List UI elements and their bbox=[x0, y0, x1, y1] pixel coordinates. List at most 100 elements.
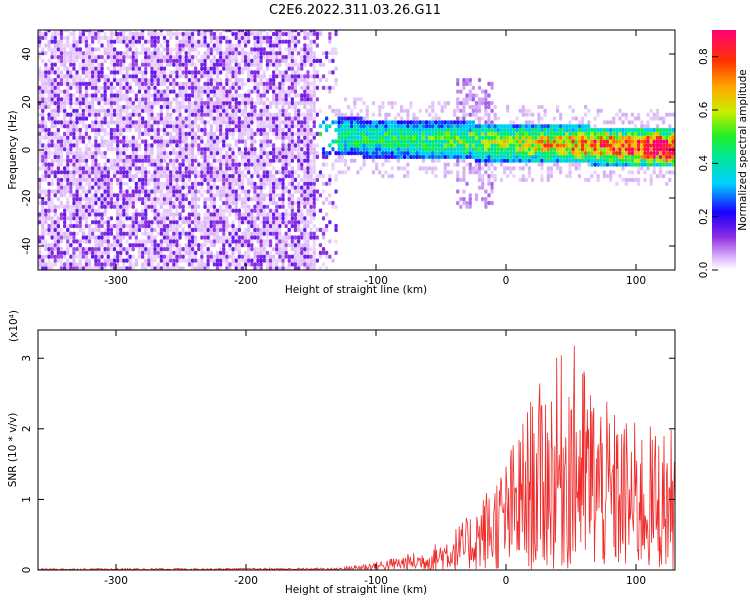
spectrogram-cell bbox=[219, 250, 223, 255]
spectrogram-cell bbox=[287, 66, 291, 71]
spectrogram-cell bbox=[303, 200, 307, 206]
spectrogram-cell bbox=[256, 158, 260, 163]
spectrogram-cell bbox=[50, 166, 54, 171]
spectrogram-cell bbox=[119, 120, 123, 125]
spectrogram-cell bbox=[200, 70, 204, 75]
spectrogram-cell bbox=[284, 158, 288, 163]
spectrogram-cell bbox=[181, 216, 185, 221]
spectrogram-cell bbox=[44, 193, 48, 198]
spectrogram-cell bbox=[156, 174, 160, 179]
spectrogram-cell bbox=[41, 70, 45, 75]
spectrogram-cell bbox=[240, 170, 245, 175]
spectrogram-cell bbox=[240, 174, 245, 179]
spectrogram-cell bbox=[281, 139, 285, 144]
spectrogram-cell bbox=[84, 55, 89, 60]
spectrogram-cell bbox=[134, 51, 138, 56]
spectrogram-cell bbox=[312, 31, 316, 37]
spectrogram-cell bbox=[275, 112, 279, 117]
spectrogram-cell bbox=[137, 131, 142, 136]
spectrogram-cell bbox=[247, 101, 251, 106]
spectrogram-cell bbox=[237, 162, 241, 167]
spectrogram-cell bbox=[340, 147, 344, 152]
spectrogram-cell bbox=[66, 235, 70, 240]
spectrogram-cell bbox=[309, 162, 313, 167]
spectrogram-cell bbox=[272, 220, 276, 225]
spectrogram-cell bbox=[325, 154, 329, 159]
spectrogram-cell bbox=[59, 181, 64, 186]
spectrogram-cell bbox=[147, 235, 151, 240]
spectrogram-cell bbox=[243, 143, 248, 148]
spectrogram-cell bbox=[240, 55, 245, 60]
spectrogram-cell bbox=[209, 131, 213, 136]
spectrogram-cell bbox=[78, 89, 82, 94]
spectrogram-cell bbox=[215, 208, 220, 213]
spectrogram-cell bbox=[72, 223, 76, 229]
spectrogram-cell bbox=[240, 204, 245, 209]
spectrogram-cell bbox=[250, 181, 254, 186]
spectrogram-cell bbox=[222, 62, 226, 67]
spectrogram-cell bbox=[125, 70, 129, 75]
spectrogram-cell bbox=[272, 43, 276, 48]
spectrogram-cell bbox=[44, 227, 48, 232]
spectrogram-cell bbox=[225, 74, 229, 79]
spectrogram-cell bbox=[159, 189, 163, 194]
spectrogram-cell bbox=[281, 189, 285, 194]
spectrogram-cell bbox=[225, 66, 229, 71]
spectrogram-cell bbox=[303, 181, 307, 186]
spectrogram-cell bbox=[259, 158, 263, 163]
spectrogram-cell bbox=[59, 35, 64, 40]
spectrogram-cell bbox=[172, 250, 176, 255]
spectrogram-cell bbox=[265, 216, 270, 221]
spectrogram-cell bbox=[225, 55, 229, 60]
spectrogram-cell bbox=[181, 58, 185, 63]
spectrogram-cell bbox=[159, 78, 163, 83]
spectrogram-cell bbox=[44, 30, 48, 33]
spectrogram-cell bbox=[184, 193, 188, 198]
spectrogram-cell bbox=[306, 220, 310, 225]
spectrogram-cell bbox=[119, 104, 123, 110]
spectrogram-cell bbox=[112, 135, 117, 140]
spectrogram-cell bbox=[106, 216, 110, 221]
spectrogram-cell bbox=[346, 166, 351, 171]
spectrogram-cell bbox=[144, 93, 148, 98]
spectrogram-cell bbox=[368, 151, 372, 156]
spectrogram-cell bbox=[337, 139, 341, 144]
spectrogram-cell bbox=[187, 81, 192, 86]
spectrogram-cell bbox=[228, 208, 232, 213]
spectrogram-cell bbox=[318, 174, 323, 179]
spectrogram-cell bbox=[165, 58, 170, 63]
spectrogram-cell bbox=[103, 189, 107, 194]
spectrogram-cell bbox=[415, 131, 419, 136]
spectrogram-cell bbox=[412, 120, 416, 125]
spectrogram-cell bbox=[231, 51, 235, 56]
spectrogram-cell bbox=[297, 151, 301, 156]
spectrogram-cell bbox=[119, 66, 123, 71]
spectrogram-cell bbox=[234, 212, 238, 217]
spectrogram-cell bbox=[297, 254, 301, 259]
spectrogram-cell bbox=[91, 108, 95, 113]
spectrogram-cell bbox=[153, 135, 157, 140]
spectrogram-cell bbox=[87, 47, 92, 52]
spectrogram-cell bbox=[153, 243, 157, 248]
spectrogram-cell bbox=[253, 220, 257, 225]
spectrogram-cell bbox=[362, 154, 366, 159]
spectrogram-cell bbox=[312, 258, 316, 263]
spectrogram-cell bbox=[290, 51, 294, 56]
spectrogram-cell bbox=[125, 162, 129, 167]
spectrogram-cell bbox=[275, 39, 279, 44]
spectrogram-cell bbox=[272, 185, 276, 190]
spectrogram-cell bbox=[184, 170, 188, 175]
spectrogram-cell bbox=[287, 116, 291, 121]
spectrogram-cell bbox=[209, 216, 213, 221]
spectrogram-cell bbox=[109, 55, 114, 60]
spectrogram-cell bbox=[172, 151, 176, 156]
spectrogram-cell bbox=[128, 162, 132, 167]
spectrogram-cell bbox=[340, 154, 344, 159]
spectrogram-cell bbox=[153, 85, 157, 90]
spectrogram-cell bbox=[50, 78, 54, 83]
spectrogram-cell bbox=[165, 131, 170, 136]
spectrogram-cell bbox=[278, 193, 282, 198]
spectrogram-cell bbox=[63, 166, 67, 171]
spectrogram-cell bbox=[94, 81, 98, 86]
spectrogram-cell bbox=[125, 120, 129, 125]
